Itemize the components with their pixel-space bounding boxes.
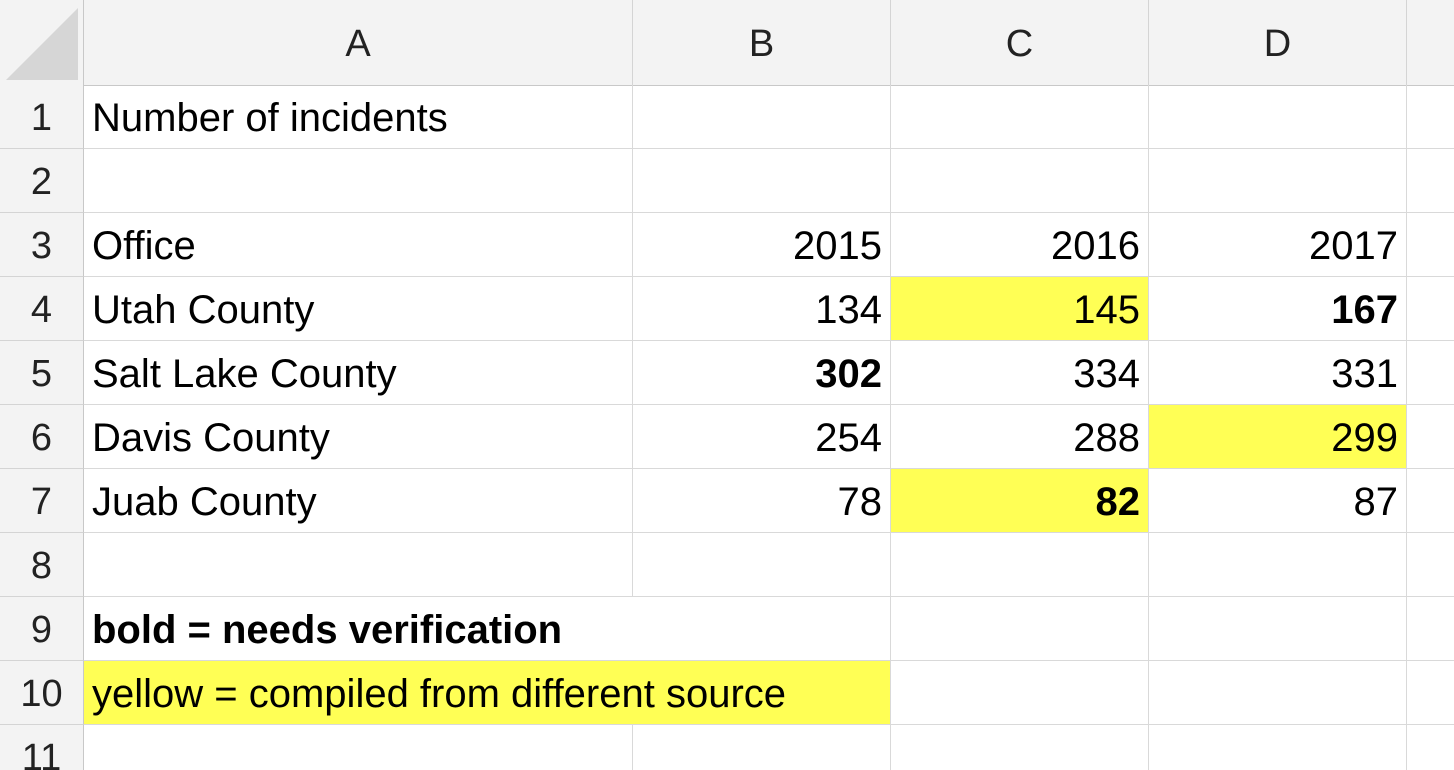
- cell-c2[interactable]: [891, 149, 1149, 213]
- column-header-bar: [0, 0, 1454, 86]
- select-all-triangle-icon: [6, 8, 78, 80]
- cell-d7[interactable]: 87: [1149, 469, 1407, 533]
- column-header-c[interactable]: C: [891, 0, 1149, 85]
- cell-b1[interactable]: [633, 85, 891, 149]
- cell-b2[interactable]: [633, 149, 891, 213]
- cell-b6[interactable]: 254: [633, 405, 891, 469]
- cell-b3[interactable]: 2015: [633, 213, 891, 277]
- cell-d6[interactable]: 299: [1149, 405, 1407, 469]
- cell-e4[interactable]: [1407, 277, 1454, 341]
- cell-b4[interactable]: 134: [633, 277, 891, 341]
- cell-a10[interactable]: yellow = compiled from different source: [84, 661, 891, 725]
- cell-a4[interactable]: Utah County: [84, 277, 633, 341]
- column-header-b[interactable]: B: [633, 0, 891, 85]
- cell-a3[interactable]: Office: [84, 213, 633, 277]
- cell-c1[interactable]: [891, 85, 1149, 149]
- cell-a1[interactable]: Number of incidents: [84, 85, 633, 149]
- row-header-6[interactable]: 6: [0, 405, 84, 469]
- cell-d1[interactable]: [1149, 85, 1407, 149]
- row-header-4[interactable]: 4: [0, 277, 84, 341]
- cell-c6[interactable]: 288: [891, 405, 1149, 469]
- cell-d8[interactable]: [1149, 533, 1407, 597]
- row-header-1[interactable]: 1: [0, 85, 84, 149]
- cell-d9[interactable]: [1149, 597, 1407, 661]
- cell-a5[interactable]: Salt Lake County: [84, 341, 633, 405]
- row-header-10[interactable]: 10: [0, 661, 84, 725]
- cell-e5[interactable]: [1407, 341, 1454, 405]
- row-header-7[interactable]: 7: [0, 469, 84, 533]
- cell-a8[interactable]: [84, 533, 633, 597]
- cell-a2[interactable]: [84, 149, 633, 213]
- cell-c5[interactable]: 334: [891, 341, 1149, 405]
- cell-c9[interactable]: [891, 597, 1149, 661]
- cell-c4[interactable]: 145: [891, 277, 1149, 341]
- column-header-a[interactable]: A: [84, 0, 633, 85]
- cell-e7[interactable]: [1407, 469, 1454, 533]
- cell-d11[interactable]: [1149, 725, 1407, 770]
- cell-a6[interactable]: Davis County: [84, 405, 633, 469]
- cell-e9[interactable]: [1407, 597, 1454, 661]
- cell-e1[interactable]: [1407, 85, 1454, 149]
- column-header-e[interactable]: [1407, 0, 1454, 85]
- cell-c7[interactable]: 82: [891, 469, 1149, 533]
- cell-b11[interactable]: [633, 725, 891, 770]
- cell-e10[interactable]: [1407, 661, 1454, 725]
- cell-a7[interactable]: Juab County: [84, 469, 633, 533]
- cell-e3[interactable]: [1407, 213, 1454, 277]
- cell-c3[interactable]: 2016: [891, 213, 1149, 277]
- cell-e8[interactable]: [1407, 533, 1454, 597]
- cell-c10[interactable]: [891, 661, 1149, 725]
- cell-e2[interactable]: [1407, 149, 1454, 213]
- select-all-button[interactable]: [0, 0, 84, 85]
- row-header-3[interactable]: 3: [0, 213, 84, 277]
- row-header-9[interactable]: 9: [0, 597, 84, 661]
- cell-b5[interactable]: 302: [633, 341, 891, 405]
- row-header-11[interactable]: 11: [0, 725, 84, 770]
- row-header-5[interactable]: 5: [0, 341, 84, 405]
- cell-d4[interactable]: 167: [1149, 277, 1407, 341]
- cell-d10[interactable]: [1149, 661, 1407, 725]
- cell-c11[interactable]: [891, 725, 1149, 770]
- cell-c8[interactable]: [891, 533, 1149, 597]
- cell-d2[interactable]: [1149, 149, 1407, 213]
- cell-d5[interactable]: 331: [1149, 341, 1407, 405]
- cell-b7[interactable]: 78: [633, 469, 891, 533]
- cell-d3[interactable]: 2017: [1149, 213, 1407, 277]
- cell-b8[interactable]: [633, 533, 891, 597]
- cell-e11[interactable]: [1407, 725, 1454, 770]
- row-header-2[interactable]: 2: [0, 149, 84, 213]
- cell-a9[interactable]: bold = needs verification: [84, 597, 891, 661]
- cell-e6[interactable]: [1407, 405, 1454, 469]
- row-header-8[interactable]: 8: [0, 533, 84, 597]
- column-header-d[interactable]: D: [1149, 0, 1407, 85]
- cell-a11[interactable]: [84, 725, 633, 770]
